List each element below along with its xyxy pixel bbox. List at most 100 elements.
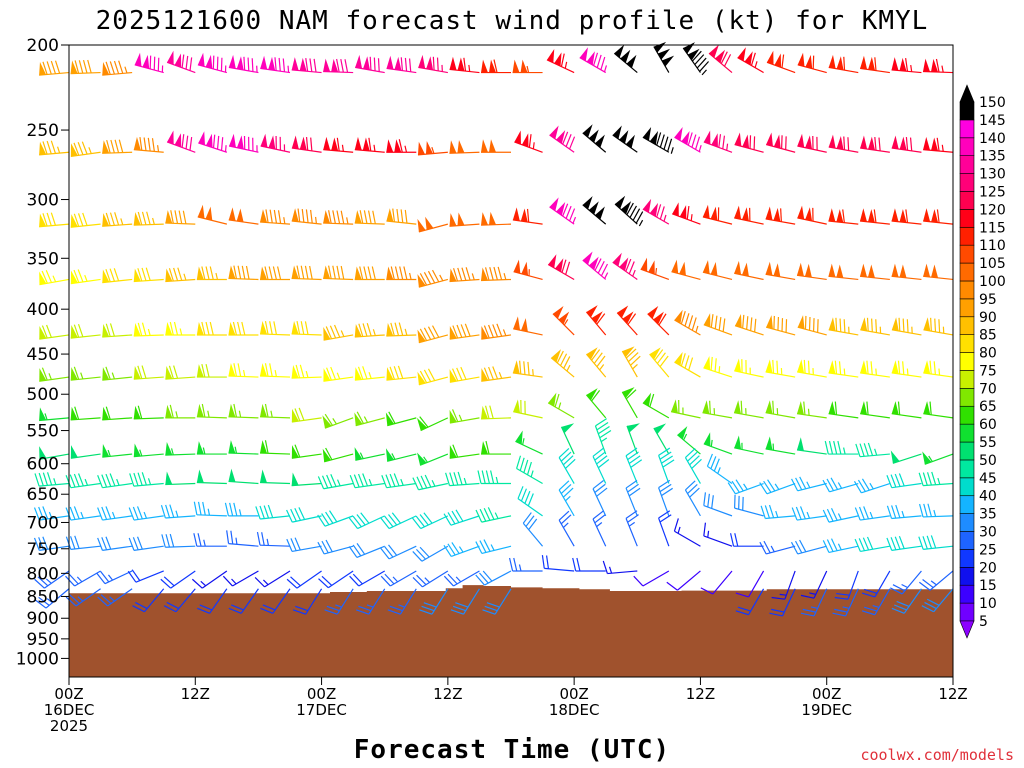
barb-flag bbox=[165, 321, 173, 335]
barb-full bbox=[38, 537, 45, 551]
barb-flag bbox=[619, 257, 629, 271]
barb-full bbox=[324, 609, 338, 615]
barb-full bbox=[627, 483, 639, 493]
barb-shaft bbox=[232, 570, 259, 587]
barb-full bbox=[833, 440, 838, 455]
barb-half bbox=[670, 147, 674, 154]
barb-half bbox=[335, 604, 342, 608]
barb-full bbox=[718, 316, 722, 331]
barb-full bbox=[419, 370, 428, 384]
barb-full bbox=[65, 575, 76, 587]
barb-full bbox=[489, 405, 494, 419]
barb-flag bbox=[70, 270, 78, 284]
barb-shaft bbox=[625, 518, 638, 547]
barb-flag bbox=[520, 59, 528, 73]
wind-barb bbox=[65, 535, 101, 550]
wind-barb bbox=[417, 141, 448, 156]
wind-barb bbox=[834, 570, 859, 600]
wind-barb bbox=[449, 56, 480, 74]
wind-barb bbox=[796, 401, 827, 419]
barb-full bbox=[356, 543, 366, 555]
barb-shaft bbox=[336, 588, 354, 615]
wind-barb bbox=[228, 403, 259, 419]
barb-full bbox=[492, 324, 499, 338]
barb-flag bbox=[742, 262, 749, 277]
barb-shaft bbox=[324, 545, 354, 555]
barb-flag bbox=[512, 59, 520, 73]
barb-shaft bbox=[259, 544, 291, 547]
barb-full bbox=[479, 572, 489, 584]
barb-full bbox=[295, 364, 301, 378]
x-tick-label: 12Z bbox=[433, 685, 462, 703]
barb-half bbox=[424, 577, 430, 583]
barb-shaft bbox=[891, 515, 922, 520]
wind-barb bbox=[828, 317, 859, 336]
barb-flag bbox=[322, 415, 332, 429]
wind-barb bbox=[891, 57, 922, 74]
barb-shaft bbox=[923, 545, 954, 550]
barb-full bbox=[455, 509, 464, 522]
barb-full bbox=[576, 557, 581, 572]
barb-flag bbox=[228, 363, 236, 377]
barb-full bbox=[237, 321, 242, 336]
barb-full bbox=[132, 537, 139, 551]
wind-barb bbox=[380, 544, 417, 560]
barb-flag bbox=[385, 412, 395, 426]
wind-barb bbox=[759, 479, 796, 495]
wind-barb bbox=[34, 472, 70, 487]
wind-barb bbox=[386, 365, 417, 381]
barb-full bbox=[321, 575, 333, 586]
barb-flag bbox=[867, 209, 875, 223]
x-tick-label: 18DEC bbox=[549, 701, 600, 719]
legend-swatch bbox=[959, 173, 975, 192]
barb-full bbox=[390, 322, 395, 336]
barb-flag bbox=[228, 440, 236, 454]
barb-full bbox=[128, 507, 135, 521]
barb-half bbox=[224, 145, 227, 152]
barb-full bbox=[803, 401, 806, 415]
wind-barb bbox=[381, 473, 417, 489]
wind-barb bbox=[891, 401, 922, 419]
barb-shaft bbox=[292, 515, 322, 523]
barb-full bbox=[475, 574, 485, 586]
barb-full bbox=[763, 540, 771, 554]
wind-barb bbox=[385, 448, 417, 462]
barb-full bbox=[137, 322, 143, 336]
barb-flag bbox=[457, 139, 465, 154]
wind-barb bbox=[706, 453, 733, 485]
barb-full bbox=[305, 136, 309, 151]
barb-flag bbox=[548, 392, 557, 407]
barb-full bbox=[684, 355, 690, 369]
wind-barb bbox=[226, 530, 259, 547]
barb-half bbox=[455, 576, 462, 583]
barb-flag bbox=[923, 58, 931, 72]
barb-full bbox=[484, 405, 490, 419]
barb-full bbox=[419, 514, 429, 526]
wind-barb bbox=[380, 512, 417, 530]
barb-full bbox=[380, 517, 390, 529]
barb-full bbox=[78, 60, 84, 74]
barb-full bbox=[129, 473, 135, 487]
wind-barb bbox=[475, 539, 512, 555]
barb-flag bbox=[362, 137, 370, 151]
legend-swatch bbox=[959, 244, 975, 264]
barb-full bbox=[97, 596, 108, 607]
barb-full bbox=[132, 605, 145, 613]
barb-flag bbox=[323, 58, 331, 72]
barb-full bbox=[565, 134, 572, 147]
barb-full bbox=[889, 587, 903, 595]
barb-full bbox=[357, 473, 364, 487]
barb-flag bbox=[70, 445, 78, 459]
y-tick-label: 900 bbox=[27, 609, 59, 629]
barb-full bbox=[483, 539, 491, 552]
barb-full bbox=[96, 572, 106, 585]
barb-full bbox=[166, 601, 179, 610]
barb-full bbox=[161, 534, 166, 548]
barb-flag bbox=[449, 325, 457, 340]
barb-full bbox=[656, 352, 666, 364]
wind-barb bbox=[193, 533, 227, 547]
wind-barb bbox=[552, 305, 575, 336]
barb-full bbox=[703, 492, 707, 506]
barb-flag bbox=[354, 136, 362, 151]
wind-barb bbox=[585, 305, 607, 336]
